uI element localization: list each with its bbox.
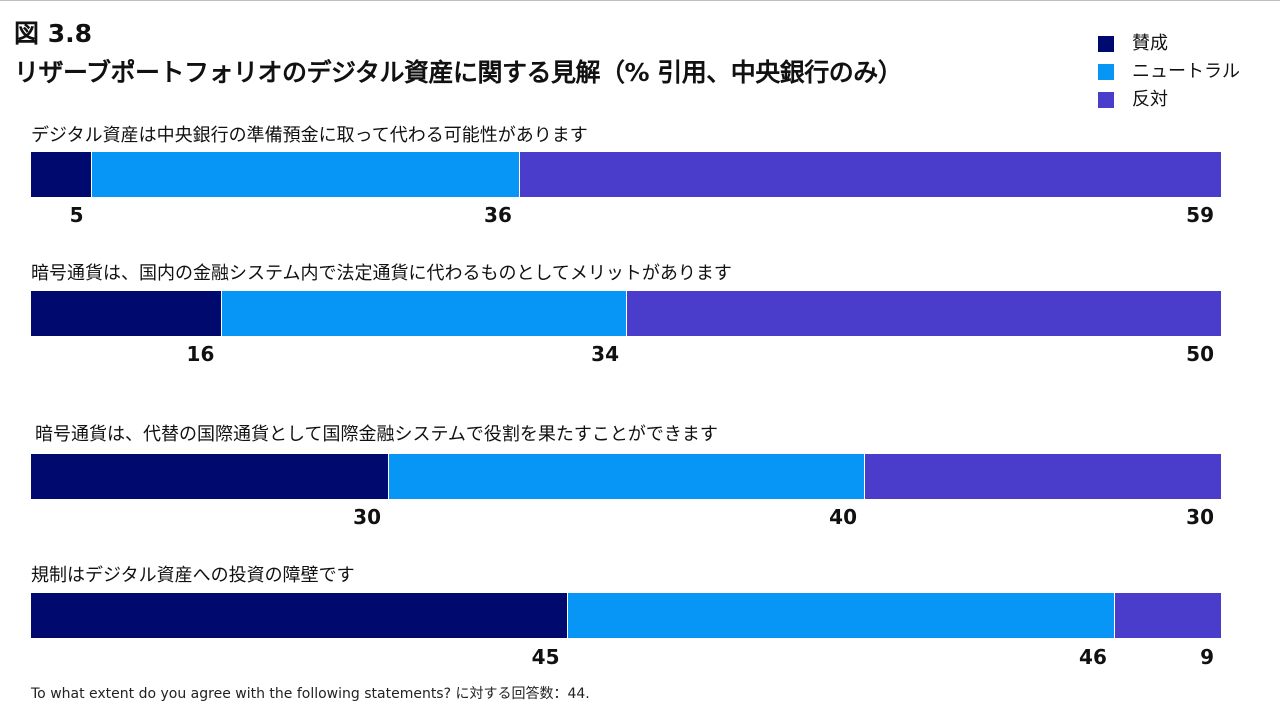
- legend: 賛成ニュートラル 反対: [1098, 30, 1240, 114]
- legend-swatch-agree: [1098, 36, 1114, 52]
- legend-label-agree: 賛成: [1132, 33, 1168, 54]
- bar-segment-disagree: [625, 291, 1221, 336]
- figure-number: 図 3.8: [14, 19, 92, 48]
- bar-segment-neutral: [388, 454, 864, 499]
- legend-swatch-neutral: [1098, 64, 1114, 80]
- stacked-bar: [31, 291, 1221, 336]
- legend-item-agree: 賛成: [1098, 30, 1240, 58]
- legend-swatch-disagree: [1098, 92, 1114, 108]
- stacked-bar: [31, 593, 1221, 638]
- legend-label-disagree: 反対: [1132, 89, 1168, 110]
- value-label-disagree: 30: [1186, 505, 1214, 529]
- legend-label-neutral: ニュートラル: [1132, 61, 1240, 82]
- legend-item-neutral: ニュートラル: [1098, 58, 1240, 86]
- value-label-neutral: 34: [591, 342, 619, 366]
- value-label-disagree: 59: [1186, 203, 1214, 227]
- top-rule: [0, 0, 1280, 1]
- bar-segment-neutral: [221, 291, 626, 336]
- statement-label: 暗号通貨は、国内の金融システム内で法定通貨に代わるものとしてメリットがあります: [31, 263, 732, 284]
- bar-segment-disagree: [864, 454, 1221, 499]
- bar-segment-disagree: [1113, 593, 1221, 638]
- bar-segment-neutral: [566, 593, 1114, 638]
- value-label-agree: 16: [186, 342, 215, 366]
- bar-segment-agree: [31, 454, 388, 499]
- legend-item-disagree: 反対: [1098, 86, 1240, 114]
- bar-segment-agree: [31, 152, 91, 197]
- value-label-agree: 30: [353, 505, 381, 529]
- bar-segment-disagree: [518, 152, 1221, 197]
- value-label-disagree: 9: [1200, 645, 1214, 669]
- value-label-agree: 5: [69, 203, 84, 227]
- chart-title: リザーブポートフォリオのデジタル資産に関する見解（% 引用、中央銀行のみ）: [14, 58, 903, 87]
- bar-segment-agree: [31, 593, 567, 638]
- stacked-bar: [31, 454, 1221, 499]
- statement-label: 暗号通貨は、代替の国際通貨として国際金融システムで役割を果たすことができます: [35, 424, 718, 445]
- footnote: To what extent do you agree with the fol…: [31, 686, 590, 702]
- statement-label: 規制はデジタル資産への投資の障壁です: [31, 565, 355, 586]
- bar-segment-agree: [31, 291, 222, 336]
- value-label-disagree: 50: [1186, 342, 1214, 366]
- stacked-bar: [31, 152, 1221, 197]
- value-label-neutral: 46: [1079, 645, 1107, 669]
- bar-segment-neutral: [90, 152, 519, 197]
- value-label-agree: 45: [531, 645, 560, 669]
- value-label-neutral: 36: [484, 203, 512, 227]
- value-label-neutral: 40: [829, 505, 857, 529]
- statement-label: デジタル資産は中央銀行の準備預金に取って代わる可能性があります: [31, 125, 588, 146]
